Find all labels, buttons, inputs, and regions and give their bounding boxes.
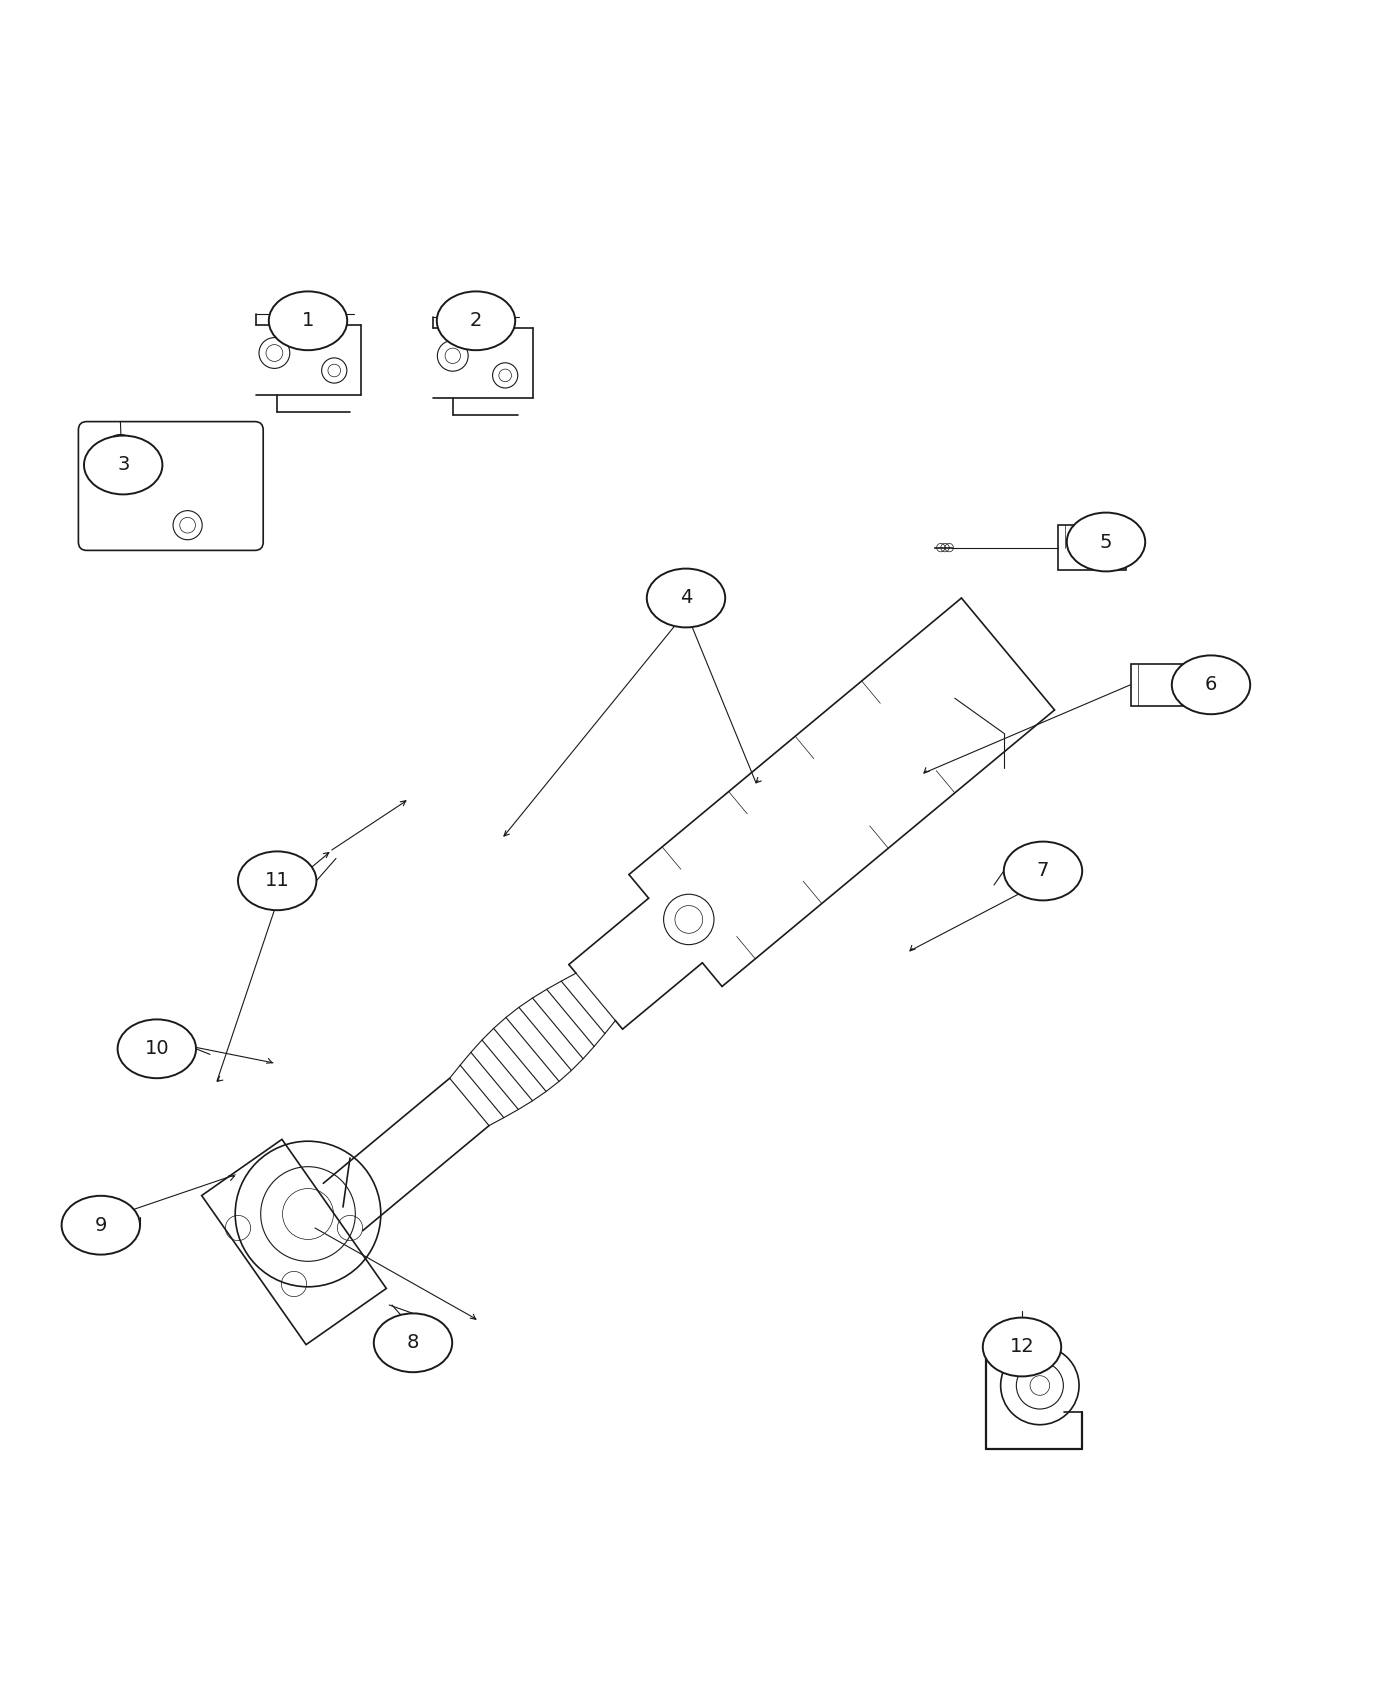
Text: 11: 11 — [265, 872, 290, 891]
Text: 7: 7 — [1037, 862, 1049, 881]
Text: 3: 3 — [118, 456, 129, 474]
Text: 12: 12 — [1009, 1338, 1035, 1357]
Ellipse shape — [437, 291, 515, 350]
Ellipse shape — [1067, 513, 1145, 571]
Ellipse shape — [269, 291, 347, 350]
Text: 5: 5 — [1100, 532, 1112, 551]
Ellipse shape — [238, 852, 316, 910]
Ellipse shape — [374, 1314, 452, 1372]
Text: 8: 8 — [407, 1333, 419, 1352]
Ellipse shape — [647, 568, 725, 627]
Text: 2: 2 — [470, 311, 482, 330]
Text: 10: 10 — [144, 1039, 169, 1059]
Ellipse shape — [983, 1318, 1061, 1377]
Ellipse shape — [118, 1020, 196, 1078]
Ellipse shape — [1004, 842, 1082, 901]
Text: 9: 9 — [95, 1216, 106, 1234]
Ellipse shape — [1172, 656, 1250, 714]
Text: 1: 1 — [302, 311, 314, 330]
Ellipse shape — [62, 1195, 140, 1255]
Text: 4: 4 — [680, 588, 692, 607]
Ellipse shape — [84, 435, 162, 495]
Text: 6: 6 — [1205, 675, 1217, 694]
